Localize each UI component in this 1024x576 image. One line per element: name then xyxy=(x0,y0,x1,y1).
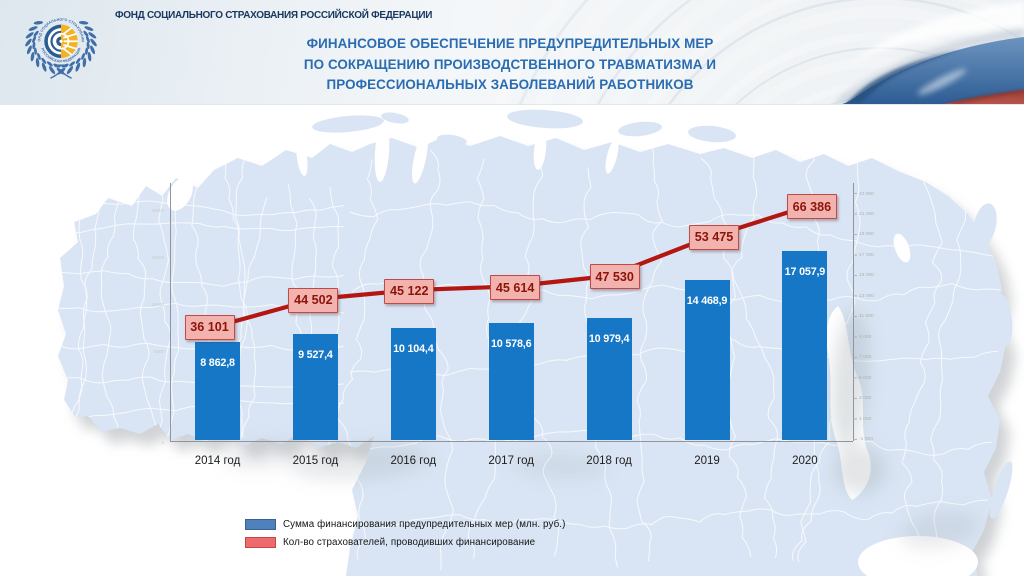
x-axis-label-2019: 2019 xyxy=(694,455,720,467)
bar-2019 xyxy=(684,279,730,440)
left-axis-label-15000: 15000 xyxy=(151,255,164,261)
left-axis-label-20000: 20000 xyxy=(151,208,164,214)
right-axis-label-21000: 21 000 xyxy=(859,211,875,217)
left-axis-label-0: 0 xyxy=(161,440,164,446)
left-axis-label-5000: 5000 xyxy=(153,349,164,355)
left-axis-label-10000: 10000 xyxy=(151,302,164,308)
right-axis-label-1000: 1 000 xyxy=(859,416,872,422)
right-axis-label-23000: 23 000 xyxy=(859,191,875,196)
map-islands xyxy=(312,109,1013,519)
right-axis-label-19000: 19 000 xyxy=(859,232,875,237)
sun-rays xyxy=(52,27,78,56)
line-value-label-2014: 36 101 xyxy=(184,314,235,340)
legend-swatch-insurers xyxy=(245,537,276,548)
bar-value-label-2016: 10 104,4 xyxy=(393,342,434,355)
header-banner: ФОНД СОЦИАЛЬНОГО СТРАХОВАНИЯ РОССИЙСКАЯ … xyxy=(0,0,1024,105)
bar-value-label-2018: 10 979,4 xyxy=(588,333,630,346)
chart-legend: Сумма финансирования предупредительных м… xyxy=(245,518,566,556)
flag-blue-band xyxy=(842,37,1024,104)
header-wave-pattern xyxy=(494,0,1024,104)
flag-highlight xyxy=(917,69,967,95)
x-axis-label-2015: 2015 год xyxy=(292,455,339,467)
flag-blue-fold xyxy=(846,50,960,104)
legend-label-insurers: Кол-во страхователей, проводивших финанс… xyxy=(283,537,536,548)
legend-item-funding: Сумма финансирования предупредительных м… xyxy=(245,518,566,530)
right-axis-label--1000: -1 000 xyxy=(859,436,873,442)
slide-title-line-3: ПРОФЕССИОНАЛЬНЫХ ЗАБОЛЕВАНИЙ РАБОТНИКОВ xyxy=(326,77,694,93)
flag-white-band xyxy=(852,2,1024,62)
x-axis-label-2016: 2016 год xyxy=(390,455,437,467)
slide-title-line-2: ПО СОКРАЩЕНИЮ ПРОИЗВОДСТВЕННОГО ТРАВМАТИ… xyxy=(303,56,717,72)
org-name: ФОНД СОЦИАЛЬНОГО СТРАХОВАНИЯ РОССИЙСКОЙ … xyxy=(115,10,433,21)
right-axis-label-3000: 3 000 xyxy=(859,395,872,401)
bar-value-label-2020: 17 057,9 xyxy=(784,265,826,278)
flag-red-edge xyxy=(944,89,1024,104)
bar-2014 xyxy=(195,341,240,440)
line-value-label-2016: 45 122 xyxy=(384,278,435,304)
bar-value-label-2017: 10 578,6 xyxy=(490,337,532,350)
x-axis-label-2020: 2020 xyxy=(792,455,818,467)
line-value-label-2020: 66 386 xyxy=(786,194,837,219)
logo-emblem xyxy=(44,24,78,59)
bar-2020 xyxy=(782,250,828,440)
x-axis-label-2014: 2014 год xyxy=(194,455,241,467)
laurel-wreath xyxy=(25,21,97,79)
x-axis-label-2017: 2017 год xyxy=(488,455,534,467)
bar-value-label-2019: 14 468,9 xyxy=(686,294,728,307)
bar-2018 xyxy=(586,318,632,440)
line-value-label-2015: 44 502 xyxy=(288,287,339,313)
x-axis-label-2018: 2018 год xyxy=(586,455,632,467)
line-value-label-2018: 47 530 xyxy=(589,264,640,289)
line-value-label-2019: 53 475 xyxy=(689,224,739,250)
right-axis-label-5000: 5 000 xyxy=(859,375,872,381)
right-axis-label-7000: 7 000 xyxy=(859,354,872,360)
slide-title-line-1: ФИНАНСОВОЕ ОБЕСПЕЧЕНИЕ ПРЕДУПРЕДИТЕЛЬНЫХ… xyxy=(306,36,714,51)
bar-value-label-2015: 9 527,4 xyxy=(298,349,333,362)
right-axis-label-11000: 11 000 xyxy=(859,313,874,319)
flag-white-fold-shadow xyxy=(834,28,1024,104)
bar-2017 xyxy=(488,322,534,440)
legend-swatch-funding xyxy=(245,518,276,530)
bar-2015 xyxy=(292,334,338,440)
right-axis-label-13000: 13 000 xyxy=(859,293,875,299)
right-axis-label-15000: 15 000 xyxy=(859,272,875,278)
right-axis-label-9000: 9 000 xyxy=(859,334,872,340)
bar-2016 xyxy=(390,327,436,440)
line-value-label-2017: 45 614 xyxy=(490,275,541,300)
slide-title: ФИНАНСОВОЕ ОБЕСПЕЧЕНИЕ ПРЕДУПРЕДИТЕЛЬНЫХ… xyxy=(299,34,721,96)
right-axis-label-17000: 17 000 xyxy=(859,252,875,258)
map-shadow-fog xyxy=(225,310,980,550)
fss-logo: ФОНД СОЦИАЛЬНОГО СТРАХОВАНИЯ РОССИЙСКАЯ … xyxy=(17,6,97,79)
bar-value-label-2014: 8 862,8 xyxy=(200,356,235,369)
legend-label-funding: Сумма финансирования предупредительных м… xyxy=(283,518,566,530)
russian-flag-ribbon xyxy=(834,2,1024,104)
legend-item-insurers: Кол-во страхователей, проводивших финанс… xyxy=(245,537,565,548)
